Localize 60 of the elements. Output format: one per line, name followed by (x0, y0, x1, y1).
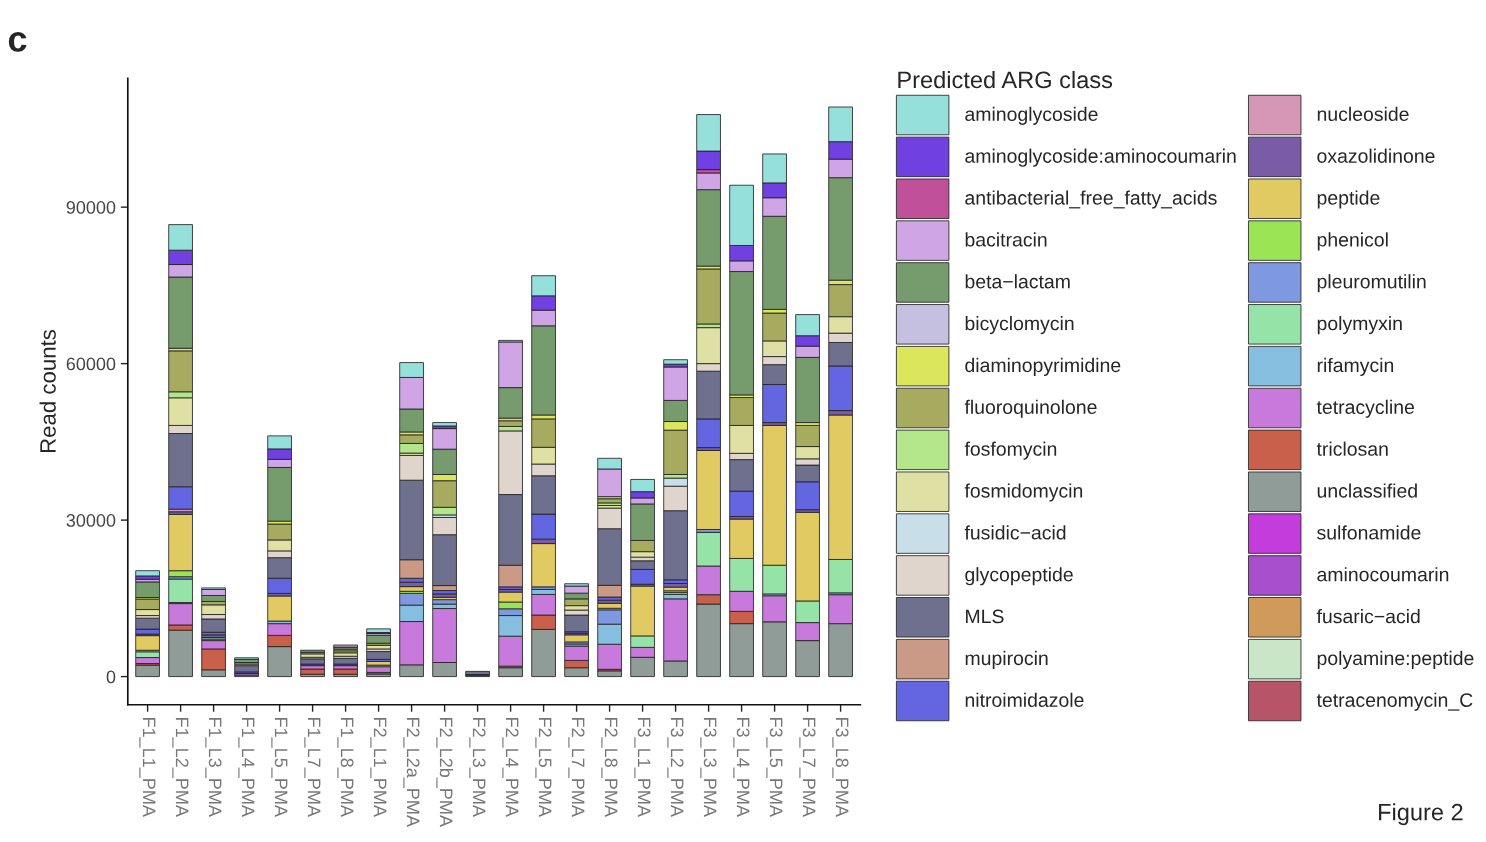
y-tick-label: 90000 (66, 201, 116, 214)
legend-label: MLS (966, 609, 1004, 624)
legend-label: fluoroquinolone (964, 399, 1097, 418)
x-tick-label: F3_L3_PMA (700, 718, 717, 817)
x-tick-label: F3_L2_PMA (667, 718, 684, 817)
legend-label: triclosan (1316, 441, 1388, 456)
y-axis-title: Read counts (39, 329, 56, 453)
legend-label: bicyclomycin (965, 316, 1074, 335)
legend-label: nucleoside (1317, 106, 1409, 122)
y-tick-label: 0 (106, 670, 116, 684)
x-tick-label: F1_L5_PMA (271, 718, 288, 817)
x-tick-label: F3_L1_PMA (634, 718, 651, 817)
legend-label: aminocoumarin (1317, 567, 1449, 582)
x-tick-label: F2_L3_PMA (469, 718, 486, 817)
x-tick-label: F1_L3_PMA (205, 718, 222, 817)
legend-label: sulfonamide (1317, 525, 1421, 540)
x-tick-label: F1_L8_PMA (337, 718, 354, 817)
legend-label: unclassified (1317, 483, 1417, 498)
legend-label: pleuromutilin (1317, 274, 1426, 293)
legend-label: aminoglycoside (965, 106, 1098, 125)
x-tick-label: F3_L8_PMA (832, 718, 849, 817)
legend-label: phenicol (1317, 232, 1388, 251)
legend-label: fusidic−acid (964, 525, 1066, 540)
x-tick-label: F1_L7_PMA (304, 718, 321, 817)
x-tick-label: F2_L2a_PMA (403, 718, 420, 827)
x-tick-label: F3_L7_PMA (799, 718, 816, 817)
legend-label: polymyxin (1317, 316, 1402, 335)
x-tick-label: F3_L4_PMA (733, 718, 750, 817)
legend-label: diaminopyrimidine (965, 357, 1121, 376)
x-tick-label: F3_L5_PMA (766, 718, 783, 817)
caption: Figure 2 (1379, 803, 1463, 826)
x-tick-label: F2_L8_PMA (601, 718, 618, 817)
x-tick-label: F2_L5_PMA (535, 718, 552, 817)
legend-label: aminoglycoside:aminocoumarin (965, 148, 1236, 167)
legend-label: peptide (1317, 190, 1380, 209)
legend-label: fosfomycin (964, 441, 1057, 460)
legend-label: polyamine:peptide (1317, 650, 1474, 669)
text: c (8, 32, 27, 52)
legend-label: tetracycline (1316, 399, 1414, 418)
legend-label: beta−lactam (965, 274, 1070, 289)
legend-label: fosmidomycin (964, 483, 1083, 502)
legend-label: antibacterial_free_fatty_acids (965, 190, 1217, 209)
x-tick-label: F2_L1_PMA (370, 718, 387, 817)
y-tick-label: 60000 (66, 357, 116, 371)
y-tick-label: 30000 (66, 514, 116, 527)
x-tick-label: F2_L2b_PMA (436, 718, 454, 827)
x-tick-label: F1_L4_PMA (238, 718, 255, 817)
legend-label: rifamycin (1317, 357, 1394, 376)
legend-label: bacitracin (965, 232, 1047, 247)
legend-label: tetracenomycin_C (1316, 692, 1473, 711)
legend-label: glycopeptide (965, 567, 1073, 586)
legend-label: mupirocin (965, 650, 1048, 669)
x-tick-label: F1_L2_PMA (172, 718, 189, 817)
x-tick-label: F1_L1_PMA (139, 718, 156, 817)
x-tick-label: F2_L4_PMA (502, 718, 519, 817)
legend-label: oxazolidinone (1317, 148, 1435, 163)
legend-label: nitroimidazole (965, 692, 1084, 707)
x-tick-label: F2_L7_PMA (568, 718, 585, 817)
legend-label: fusaric−acid (1316, 609, 1420, 624)
legend-title: Predicted ARG class (898, 70, 1113, 89)
